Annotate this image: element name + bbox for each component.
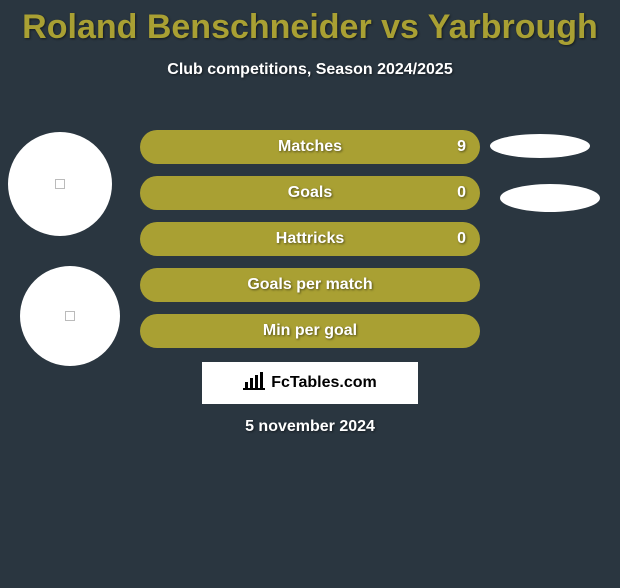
stat-value: 0 xyxy=(457,184,466,202)
image-placeholder-icon xyxy=(65,311,75,321)
image-placeholder-icon xyxy=(55,179,65,189)
logo-box: FcTables.com xyxy=(202,362,418,404)
stat-row: Min per goal xyxy=(140,314,480,348)
player-avatar xyxy=(8,132,112,236)
stat-value: 9 xyxy=(457,138,466,156)
page-title: Roland Benschneider vs Yarbrough xyxy=(0,8,620,47)
stat-label: Goals per match xyxy=(247,276,372,294)
comparison-pill xyxy=(500,184,600,212)
player-avatar xyxy=(20,266,120,366)
stat-row: Matches 9 xyxy=(140,130,480,164)
stat-row: Goals 0 xyxy=(140,176,480,210)
logo-text: FcTables.com xyxy=(271,374,377,392)
stat-label: Hattricks xyxy=(276,230,344,248)
stat-label: Goals xyxy=(288,184,332,202)
stat-row: Hattricks 0 xyxy=(140,222,480,256)
chart-icon xyxy=(243,372,265,395)
stat-row: Goals per match xyxy=(140,268,480,302)
stat-label: Min per goal xyxy=(263,322,357,340)
page-subtitle: Club competitions, Season 2024/2025 xyxy=(0,61,620,79)
stat-value: 0 xyxy=(457,230,466,248)
date-text: 5 november 2024 xyxy=(245,418,375,436)
stat-label: Matches xyxy=(278,138,342,156)
comparison-pill xyxy=(490,134,590,158)
